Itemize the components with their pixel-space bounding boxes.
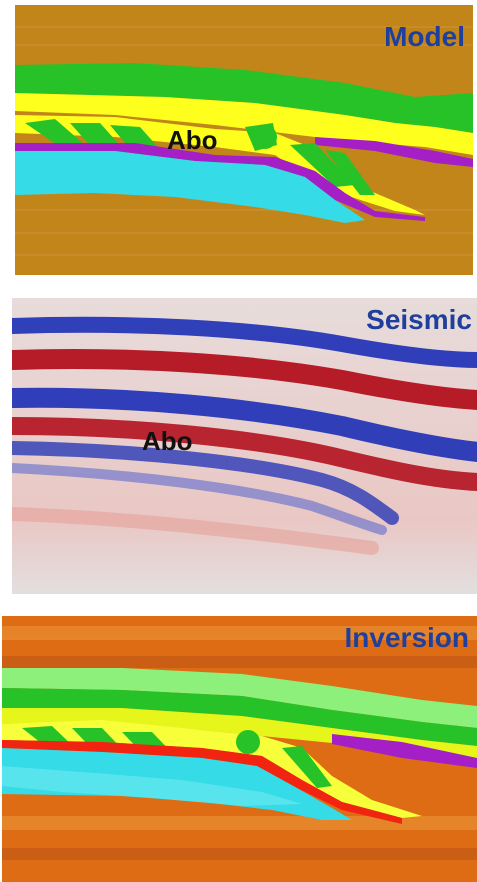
model-abo-label: Abo (167, 125, 218, 155)
seismic-title: Seismic (366, 304, 472, 335)
model-title: Model (384, 21, 465, 52)
seismic-abo-label: Abo (142, 426, 193, 456)
inversion-title: Inversion (344, 622, 469, 653)
seismic-image (12, 298, 477, 594)
inversion-panel: Inversion (2, 616, 477, 882)
seismic-panel: Seismic Abo (12, 298, 477, 594)
model-image (15, 5, 473, 275)
model-panel: Model Abo (15, 5, 473, 275)
inversion-image (2, 616, 477, 882)
